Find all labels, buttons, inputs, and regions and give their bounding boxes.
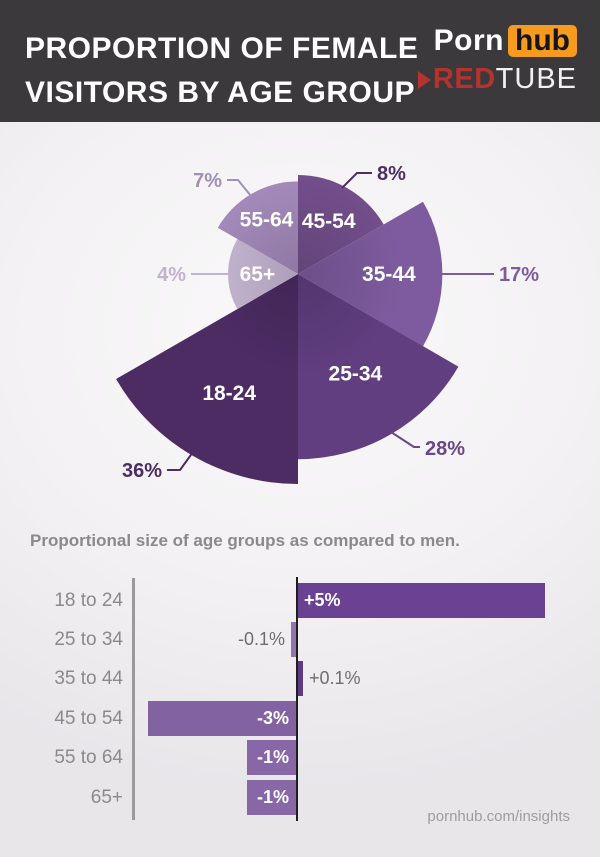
page-title: PROPORTION OF FEMALE VISITORS BY AGE GRO…: [25, 27, 418, 115]
pornhub-logo-porn: Porn: [433, 24, 505, 57]
pie-percent-label-45-54: 8%: [377, 163, 406, 185]
pie-sector-label-45-54: 45-54: [302, 210, 356, 233]
redtube-logo: RED TUBE: [417, 63, 577, 96]
bar-value-label-25 to 34: -0.1%: [237, 628, 285, 649]
pornhub-logo: Porn hub: [434, 24, 577, 58]
bar-value-label-45 to 54: -3%: [256, 707, 289, 728]
bar-value-label-35 to 44: +0.1%: [309, 668, 361, 689]
bar-value-label-65+: -1%: [256, 786, 289, 807]
bar-value-label-18 to 24: +5%: [304, 589, 341, 610]
bar-35 to 44: [298, 661, 303, 697]
bar-category-label-65+: 65+: [90, 786, 123, 808]
pie-sector-35-44: [298, 201, 443, 347]
pie-callout-line-25-34: [390, 431, 420, 448]
brand-logos: Porn hub RED TUBE: [417, 24, 577, 96]
bar-45 to 54: [147, 700, 296, 736]
bar-category-label-45 to 54: 45 to 54: [54, 707, 123, 729]
pie-percent-label-65+: 4%: [157, 264, 186, 286]
pie-percent-label-25-34: 28%: [425, 438, 465, 460]
pie-percent-label-35-44: 17%: [499, 264, 539, 286]
pie-sector-label-65+: 65+: [240, 263, 276, 286]
bar-25 to 34: [291, 621, 296, 657]
pie-callout-line-45-54: [341, 172, 372, 189]
pie-sector-18-24: [116, 274, 298, 484]
bar-55 to 64: [246, 740, 296, 776]
bar-value-label-55 to 64: -1%: [256, 747, 289, 768]
pie-sector-55-64: [217, 181, 298, 274]
redtube-logo-red: RED: [432, 63, 496, 95]
bar-category-label-35 to 44: 35 to 44: [54, 668, 123, 690]
pie-percent-label-55-64: 7%: [193, 170, 222, 192]
footer-url: pornhub.com/insights: [427, 808, 570, 825]
redtube-play-icon: [417, 70, 431, 89]
zero-baseline: [295, 577, 298, 821]
pie-sector-label-35-44: 35-44: [362, 263, 416, 286]
pie-callout-line-18-24: [167, 451, 194, 471]
bar-category-label-18 to 24: 18 to 24: [54, 589, 123, 611]
bar-18 to 24: [298, 582, 545, 618]
pie-sector-65+: [228, 239, 298, 309]
pie-callout-line-55-64: [227, 179, 252, 197]
pie-sector-label-25-34: 25-34: [329, 362, 383, 385]
pornhub-logo-hub: hub: [508, 25, 577, 57]
bar-category-label-55 to 64: 55 to 64: [54, 747, 123, 769]
pie-percent-label-18-24: 36%: [122, 460, 162, 482]
page-title-line2: VISITORS BY AGE GROUP: [25, 76, 416, 109]
pie-sector-label-18-24: 18-24: [202, 382, 256, 405]
page-title-line1: PROPORTION OF FEMALE: [25, 32, 419, 65]
y-axis-line: [132, 578, 135, 820]
bar-chart-subtitle: Proportional size of age groups as compa…: [30, 531, 460, 550]
pie-sector-label-55-64: 55-64: [240, 209, 294, 232]
pie-sector-45-54: [298, 175, 384, 274]
pie-sector-25-34: [298, 274, 459, 460]
bar-65+: [246, 779, 296, 815]
header-banner: PROPORTION OF FEMALE VISITORS BY AGE GRO…: [0, 0, 600, 122]
redtube-logo-tube: TUBE: [495, 63, 577, 95]
bar-category-label-25 to 34: 25 to 34: [54, 628, 123, 650]
